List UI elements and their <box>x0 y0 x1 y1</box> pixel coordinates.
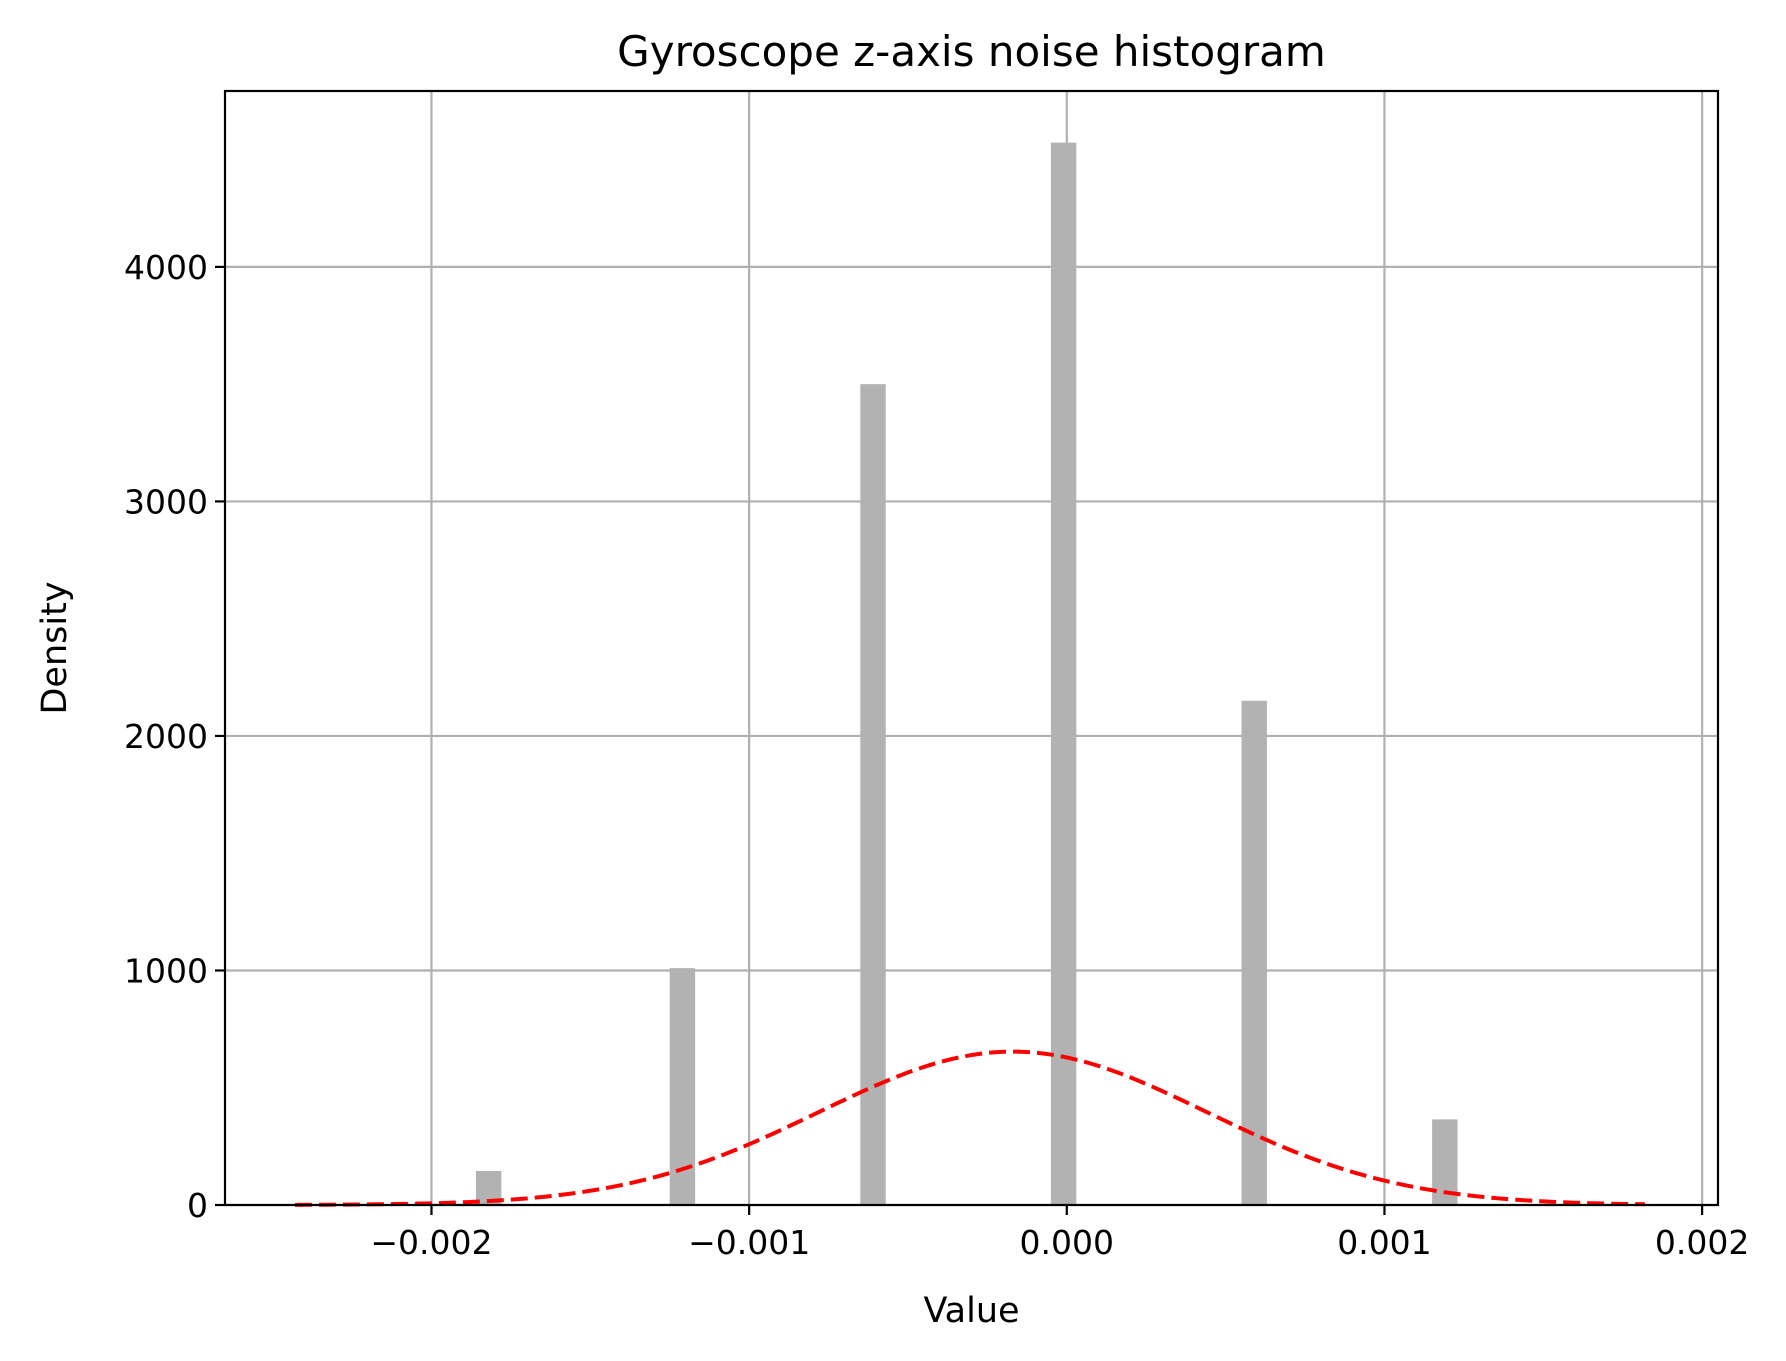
x-tick-label: 0.001 <box>1337 1223 1431 1262</box>
y-tick-label: 3000 <box>124 482 208 521</box>
y-tick-label: 1000 <box>124 951 208 990</box>
histogram-bars <box>475 142 1458 1205</box>
y-tick-label: 4000 <box>124 248 208 287</box>
y-tick-label: 2000 <box>124 717 208 756</box>
x-axis-ticks: −0.002 −0.001 0.000 0.001 0.002 <box>370 1205 1749 1262</box>
histogram-bar <box>1050 142 1077 1205</box>
x-axis-label: Value <box>923 1291 1019 1331</box>
y-axis-ticks: 0 1000 2000 3000 4000 <box>124 248 225 1225</box>
histogram-bar <box>1241 700 1267 1205</box>
y-tick-label: 0 <box>187 1186 208 1225</box>
grid <box>225 91 1718 1207</box>
chart-title: Gyroscope z-axis noise histogram <box>617 27 1326 76</box>
x-tick-label: 0.000 <box>1020 1223 1114 1262</box>
x-tick-label: −0.001 <box>688 1223 810 1262</box>
normal-fit-curve <box>294 1049 1645 1207</box>
y-axis-label: Density <box>35 581 75 714</box>
x-tick-label: −0.002 <box>370 1223 492 1262</box>
histogram-bar <box>860 384 886 1205</box>
x-tick-label: 0.002 <box>1655 1223 1749 1262</box>
plot-frame <box>223 89 1720 1207</box>
